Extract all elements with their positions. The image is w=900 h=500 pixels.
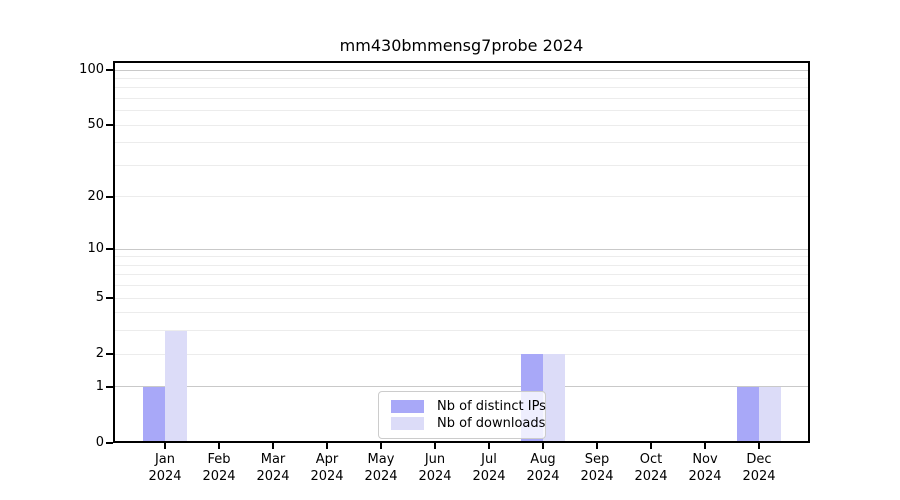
y-tick-label: 1 xyxy=(95,378,104,394)
x-tick-mark xyxy=(650,443,652,449)
x-tick-mark xyxy=(434,443,436,449)
minor-gridline xyxy=(113,142,810,144)
y-tick-label: 2 xyxy=(95,346,104,362)
y-tick-mark xyxy=(106,442,113,444)
x-tick-label: Dec 2024 xyxy=(724,451,794,485)
legend-label-distinct-ips: Nb of distinct IPs xyxy=(437,399,546,414)
bar-distinct-ips xyxy=(737,386,759,443)
plot-area: Nb of distinct IPs Nb of downloads xyxy=(113,61,810,443)
legend-item-downloads: Nb of downloads xyxy=(391,415,545,432)
legend-item-distinct-ips: Nb of distinct IPs xyxy=(391,398,546,415)
y-tick-label: 10 xyxy=(87,241,104,257)
x-tick-year: 2024 xyxy=(526,469,560,484)
chart-title: mm430bmmensg7probe 2024 xyxy=(339,36,584,55)
minor-gridline xyxy=(113,353,810,355)
x-tick-label: Feb 2024 xyxy=(184,451,254,485)
x-tick-month: Apr xyxy=(315,452,339,467)
y-tick-label: 5 xyxy=(95,290,104,306)
x-tick-month: Oct xyxy=(639,452,663,467)
x-tick-month: Aug xyxy=(530,452,556,467)
x-tick-month: Mar xyxy=(260,452,286,467)
x-tick-mark xyxy=(380,443,382,449)
y-tick-label: 0 xyxy=(95,435,104,450)
x-tick-label: Oct 2024 xyxy=(616,451,686,485)
x-tick-mark xyxy=(218,443,220,449)
x-tick-label: Apr 2024 xyxy=(292,451,362,485)
x-tick-year: 2024 xyxy=(364,469,398,484)
y-tick-mark xyxy=(106,297,113,300)
x-tick-year: 2024 xyxy=(148,469,182,484)
minor-gridline xyxy=(113,165,810,166)
minor-gridline xyxy=(113,98,810,100)
x-tick-mark xyxy=(596,443,598,449)
x-tick-month: Sep xyxy=(584,452,610,467)
x-tick-label: Aug 2024 xyxy=(508,451,578,485)
x-tick-label: Mar 2024 xyxy=(238,451,308,485)
x-tick-mark xyxy=(542,443,544,449)
x-tick-year: 2024 xyxy=(202,469,236,484)
x-tick-month: May xyxy=(367,452,395,467)
minor-gridline xyxy=(113,285,810,287)
y-tick-mark xyxy=(106,385,113,388)
y-tick-mark xyxy=(106,195,113,198)
major-gridline xyxy=(113,69,810,71)
x-tick-year: 2024 xyxy=(472,469,506,484)
y-tick-mark xyxy=(106,124,113,127)
y-tick-label: 100 xyxy=(79,62,104,78)
minor-gridline xyxy=(113,87,810,89)
x-tick-mark xyxy=(758,443,760,449)
x-tick-year: 2024 xyxy=(634,469,668,484)
bar-downloads xyxy=(165,330,187,443)
x-tick-mark xyxy=(272,443,274,449)
minor-gridline xyxy=(113,264,810,266)
legend: Nb of distinct IPs Nb of downloads xyxy=(378,391,546,439)
x-tick-mark xyxy=(704,443,706,449)
minor-gridline xyxy=(113,312,810,314)
x-tick-label: Jan 2024 xyxy=(130,451,200,485)
x-tick-mark xyxy=(488,443,490,449)
x-tick-month: Dec xyxy=(746,452,772,467)
y-tick-label: 50 xyxy=(87,117,104,133)
minor-gridline xyxy=(113,124,810,126)
x-tick-year: 2024 xyxy=(256,469,290,484)
minor-gridline xyxy=(113,196,810,198)
y-tick-mark xyxy=(106,248,113,251)
y-tick-mark xyxy=(106,353,113,356)
minor-gridline xyxy=(113,330,810,332)
x-tick-label: Nov 2024 xyxy=(670,451,740,485)
bar-distinct-ips xyxy=(143,386,165,443)
x-tick-label: Sep 2024 xyxy=(562,451,632,485)
y-tick-mark xyxy=(106,69,113,72)
major-gridline xyxy=(113,248,810,250)
x-tick-month: Jun xyxy=(424,452,446,467)
x-tick-mark xyxy=(164,443,166,449)
minor-gridline xyxy=(113,110,810,112)
bar-downloads xyxy=(543,354,565,443)
x-tick-year: 2024 xyxy=(310,469,344,484)
x-tick-year: 2024 xyxy=(580,469,614,484)
legend-label-downloads: Nb of downloads xyxy=(437,416,546,431)
y-tick-label: 20 xyxy=(87,188,104,204)
legend-swatch-distinct-ips-icon xyxy=(391,400,424,413)
x-tick-year: 2024 xyxy=(688,469,722,484)
minor-gridline xyxy=(113,77,810,79)
x-tick-year: 2024 xyxy=(418,469,452,484)
legend-swatch-downloads-icon xyxy=(391,417,424,430)
x-tick-month: Jan xyxy=(154,452,176,467)
x-tick-mark xyxy=(326,443,328,449)
x-tick-label: Jul 2024 xyxy=(454,451,524,485)
x-tick-month: Jul xyxy=(481,452,497,467)
x-tick-year: 2024 xyxy=(742,469,776,484)
bar-downloads xyxy=(759,386,781,443)
minor-gridline xyxy=(113,256,810,258)
x-tick-month: Feb xyxy=(207,452,231,467)
minor-gridline xyxy=(113,297,810,299)
minor-gridline xyxy=(113,274,810,276)
x-tick-label: Jun 2024 xyxy=(400,451,470,485)
x-tick-month: Nov xyxy=(692,452,718,467)
major-gridline xyxy=(113,386,810,388)
x-tick-label: May 2024 xyxy=(346,451,416,485)
